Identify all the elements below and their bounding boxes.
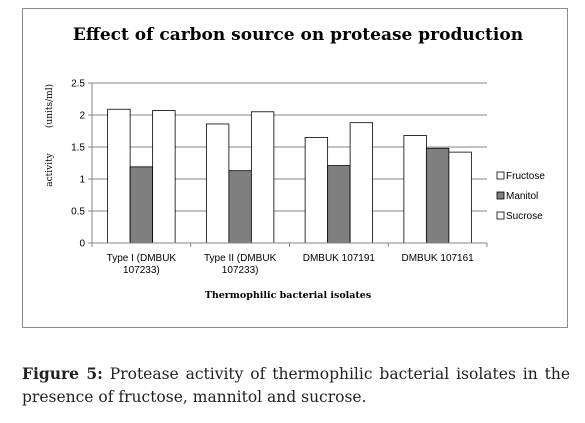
y-tick-label: 1.5 [71,143,85,154]
legend-swatch-fructose [496,171,505,180]
x-tick-label: DMBUK 107161 [401,253,474,264]
bar-sucrose [250,111,275,244]
legend-swatch-sucrose [496,211,505,220]
bar-series [107,108,472,244]
y-tick-label: 2 [79,111,85,122]
bar-sucrose [349,122,374,244]
bar-sucrose [152,110,176,244]
bar-manitol [327,165,351,244]
x-tick-label: 107233) [222,265,259,276]
bar-fructose [205,123,230,244]
y-tick-label: 1 [79,175,85,186]
legend: Fructose Manitol Sucrose [496,171,545,222]
bar-fructose [107,108,131,244]
bar-fructose [403,135,427,244]
figure-caption: Figure 5: Protease activity of thermophi… [22,362,570,409]
bar-chart: Effect of carbon source on protease prod… [44,25,545,301]
y-axis-ticks: 0 0.5 1 1.5 2 2.5 [71,79,92,250]
bar-fructose [304,136,329,244]
legend-label-manitol: Manitol [506,191,538,202]
y-tick-label: 0.5 [71,207,85,218]
x-tick-label: Type I (DMBUK [107,253,177,264]
y-tick-label: 0 [79,239,85,250]
bar-manitol [228,170,252,244]
chart-title: Effect of carbon source on protease prod… [73,25,523,45]
y-axis-label-extra: activity [45,152,55,186]
bar-sucrose [448,151,472,244]
caption-text: Protease activity of thermophilic bacter… [22,365,570,406]
x-axis-label: Thermophilic bacterial isolates [205,290,371,301]
legend-label-sucrose: Sucrose [506,211,543,222]
legend-swatch-manitol [496,191,505,200]
y-axis-label: (units/ml) [44,84,55,128]
caption-label: Figure 5: [22,364,103,383]
bar-manitol [129,166,154,244]
x-tick-label: Type II (DMBUK [204,253,277,264]
y-tick-label: 2.5 [71,79,85,90]
bar-manitol [425,147,450,244]
legend-label-fructose: Fructose [506,171,545,182]
x-tick-label: 107233) [123,265,160,276]
x-tick-label: DMBUK 107191 [303,253,376,264]
